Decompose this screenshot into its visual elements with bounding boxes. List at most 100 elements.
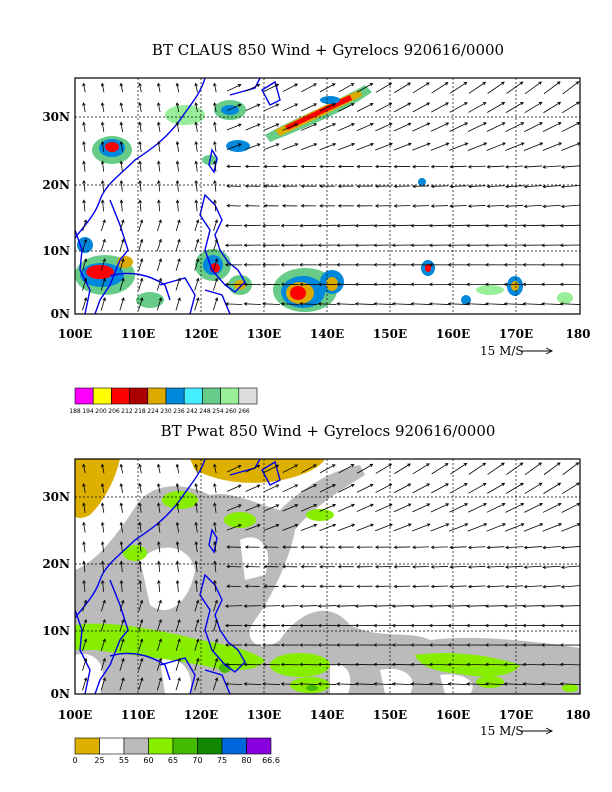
wind-vector bbox=[319, 164, 335, 169]
wind-vector bbox=[486, 184, 505, 189]
wind-vector bbox=[301, 464, 317, 474]
wind-vector bbox=[82, 82, 86, 93]
wind-vector bbox=[194, 121, 198, 133]
wind-vector bbox=[412, 503, 431, 513]
wind-vector bbox=[391, 643, 412, 647]
wind-vector bbox=[175, 141, 180, 152]
wind-vector bbox=[280, 302, 299, 306]
wind-vector bbox=[391, 604, 412, 608]
wind-vector bbox=[280, 263, 299, 267]
wind-vector bbox=[522, 243, 544, 248]
wind-vector bbox=[300, 204, 317, 208]
wind-vector bbox=[356, 184, 373, 189]
wind-vector bbox=[485, 302, 506, 306]
wind-vector bbox=[226, 184, 241, 188]
wind-vector bbox=[138, 521, 142, 533]
wind-vector bbox=[486, 523, 506, 532]
wind-vector bbox=[226, 564, 241, 569]
wind-vector bbox=[542, 545, 561, 550]
wind-vector bbox=[243, 223, 262, 228]
wind-vector bbox=[412, 142, 431, 151]
wind-vector bbox=[82, 579, 86, 592]
wind-vector bbox=[300, 143, 318, 151]
wind-vector bbox=[373, 302, 394, 306]
wind-vector bbox=[354, 282, 375, 287]
wind-vector bbox=[138, 541, 142, 553]
wind-vector bbox=[447, 662, 469, 667]
wind-vector bbox=[119, 160, 124, 172]
wind-vector bbox=[522, 604, 544, 608]
wind-vector bbox=[505, 165, 524, 169]
wind-vector bbox=[319, 503, 337, 512]
reference-vector-arrow bbox=[522, 347, 554, 355]
wind-vector bbox=[449, 483, 468, 494]
wind-vector bbox=[336, 223, 356, 228]
panel-title: BT Pwat 850 Wind + Gyrelocs 920616/0000 bbox=[161, 422, 496, 440]
wind-vector bbox=[119, 638, 125, 652]
wind-vector bbox=[224, 263, 243, 267]
wind-vector bbox=[428, 682, 450, 686]
colorbar-swatch bbox=[165, 387, 185, 405]
wind-vector bbox=[428, 643, 450, 647]
wind-vector bbox=[280, 662, 299, 667]
wind-vector bbox=[138, 258, 144, 271]
wind-vector bbox=[373, 623, 394, 628]
lon-label: 180 bbox=[565, 327, 590, 341]
wind-vector bbox=[336, 643, 356, 647]
wind-vector bbox=[375, 122, 393, 132]
wind-vector bbox=[356, 564, 373, 569]
wind-vector bbox=[175, 482, 180, 494]
wind-vector bbox=[299, 604, 318, 608]
wind-vector bbox=[119, 238, 125, 251]
wind-vector bbox=[354, 302, 375, 306]
colorbar-swatch bbox=[246, 737, 272, 755]
wind-vector bbox=[194, 463, 198, 474]
wind-vector bbox=[299, 662, 318, 667]
wind-vector bbox=[245, 504, 261, 512]
wind-vector bbox=[559, 623, 581, 628]
wind-vector bbox=[394, 82, 411, 93]
wind-vector bbox=[100, 82, 105, 93]
wind-vector bbox=[449, 122, 469, 132]
lon-label: 150E bbox=[373, 708, 407, 722]
wind-vector bbox=[82, 638, 88, 652]
wind-vector bbox=[375, 483, 393, 493]
wind-vector bbox=[428, 263, 450, 267]
wind-vector bbox=[300, 584, 317, 589]
lon-label: 110E bbox=[121, 327, 155, 341]
wind-vector bbox=[119, 560, 124, 573]
wind-vector bbox=[264, 103, 280, 112]
wind-vector bbox=[119, 541, 124, 553]
wind-vector bbox=[393, 204, 411, 208]
wind-vector bbox=[522, 263, 544, 267]
wind-vector bbox=[281, 564, 298, 569]
wind-vector bbox=[213, 102, 217, 113]
wind-vector bbox=[262, 643, 280, 647]
panel-title: BT CLAUS 850 Wind + Gyrelocs 920616/0000 bbox=[152, 41, 504, 59]
wind-vector bbox=[226, 84, 242, 92]
wind-vector bbox=[299, 643, 318, 647]
wind-vector bbox=[354, 623, 375, 628]
wind-vector bbox=[138, 579, 142, 592]
wind-vector bbox=[317, 643, 337, 647]
wind-vector bbox=[226, 143, 242, 150]
wind-vector bbox=[194, 82, 198, 93]
wind-vector bbox=[175, 638, 181, 652]
colorbar-label: 230 bbox=[160, 408, 172, 415]
wind-vector bbox=[374, 545, 392, 550]
wind-vector bbox=[319, 545, 335, 549]
wind-vector bbox=[82, 219, 88, 232]
wind-vector bbox=[523, 204, 543, 209]
wind-vector bbox=[522, 302, 544, 306]
wind-vector bbox=[541, 282, 562, 287]
wind-vector bbox=[194, 482, 198, 494]
wind-vector bbox=[449, 102, 468, 113]
wind-vector bbox=[138, 297, 144, 311]
wind-vector bbox=[262, 623, 280, 628]
wind-vector bbox=[524, 81, 543, 95]
lon-label: 140E bbox=[310, 327, 344, 341]
wind-vector bbox=[354, 643, 375, 647]
wind-vector bbox=[282, 143, 299, 151]
grid-lines bbox=[75, 78, 580, 314]
wind-vector bbox=[281, 584, 298, 589]
